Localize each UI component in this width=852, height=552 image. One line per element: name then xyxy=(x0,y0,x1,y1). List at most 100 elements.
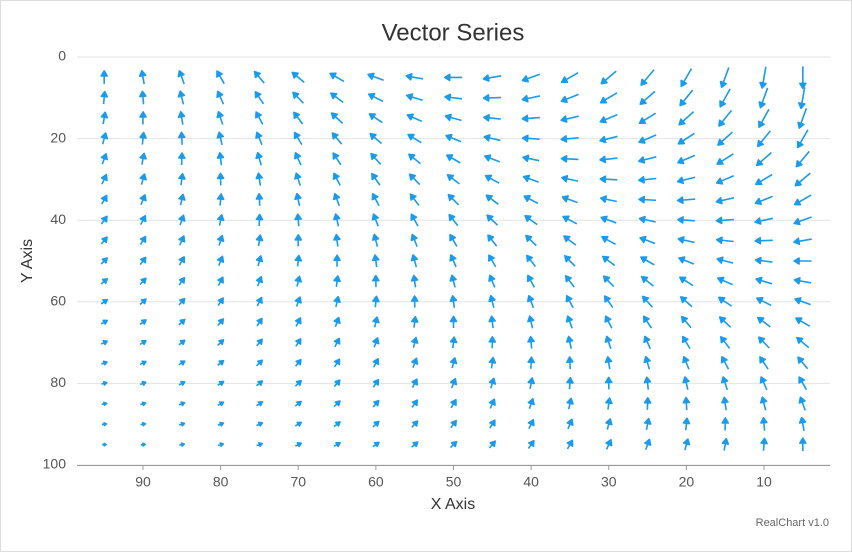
arrow xyxy=(599,175,618,184)
arrow-layer xyxy=(100,66,812,452)
arrow xyxy=(217,234,225,246)
arrow xyxy=(294,421,303,427)
arrow xyxy=(100,236,108,245)
arrow xyxy=(449,295,458,308)
arrow xyxy=(410,254,419,268)
arrow xyxy=(372,420,380,428)
arrow xyxy=(409,193,420,206)
arrow xyxy=(639,90,656,105)
arrow xyxy=(408,153,422,165)
arrow xyxy=(372,441,380,448)
arrow xyxy=(100,298,109,305)
arrow xyxy=(527,398,535,410)
arrow xyxy=(759,376,768,391)
arrow xyxy=(332,152,342,166)
arrow xyxy=(525,234,537,247)
arrow xyxy=(644,438,652,451)
arrow xyxy=(139,256,147,266)
arrow xyxy=(521,114,540,123)
arrow xyxy=(139,131,147,145)
arrow xyxy=(333,316,341,328)
arrow xyxy=(294,358,302,367)
arrow xyxy=(715,175,735,185)
arrow xyxy=(139,235,147,246)
arrow xyxy=(521,73,541,83)
arrow xyxy=(560,135,579,143)
arrow xyxy=(178,235,186,246)
arrow xyxy=(677,154,696,165)
arrow xyxy=(564,255,576,267)
arrow xyxy=(446,174,460,185)
arrow xyxy=(721,437,730,451)
arrow xyxy=(369,132,383,145)
arrow xyxy=(758,87,769,109)
arrow xyxy=(178,318,186,326)
arrow xyxy=(216,214,225,226)
arrow xyxy=(682,438,691,451)
arrow xyxy=(449,336,458,349)
arrow xyxy=(604,315,613,329)
y-tick-label: 60 xyxy=(50,293,66,309)
arrow xyxy=(638,215,656,224)
arrow xyxy=(179,442,186,447)
arrow xyxy=(682,417,691,431)
arrow xyxy=(138,69,147,85)
arrow xyxy=(522,154,540,163)
arrow xyxy=(139,194,147,205)
arrow xyxy=(799,437,807,452)
arrow xyxy=(488,440,497,449)
arrow xyxy=(100,90,109,105)
arrow xyxy=(333,400,341,408)
arrow xyxy=(449,315,458,328)
arrow xyxy=(294,442,302,448)
x-tick-label: 80 xyxy=(213,474,229,490)
arrow xyxy=(488,377,497,389)
arrow xyxy=(566,439,574,450)
y-tick-label: 0 xyxy=(58,48,66,64)
arrow xyxy=(100,194,108,205)
arrow xyxy=(715,216,734,225)
arrow xyxy=(450,398,457,409)
arrow xyxy=(599,155,618,164)
arrow xyxy=(562,215,578,225)
arrow xyxy=(102,442,107,447)
arrow xyxy=(754,236,773,245)
arrow xyxy=(599,113,618,124)
arrow xyxy=(793,277,812,285)
credit: RealChart v1.0 xyxy=(756,517,829,529)
arrow xyxy=(371,213,379,227)
arrow xyxy=(484,154,501,163)
arrow xyxy=(679,276,694,287)
arrow xyxy=(101,360,108,366)
arrow xyxy=(100,257,108,265)
arrow xyxy=(717,276,733,286)
arrow xyxy=(217,359,225,366)
arrow xyxy=(216,151,225,166)
arrow xyxy=(527,418,535,430)
arrow xyxy=(216,70,225,85)
arrow xyxy=(639,235,656,245)
arrow xyxy=(255,151,263,166)
arrow xyxy=(371,233,380,247)
arrow xyxy=(721,396,729,411)
arrow xyxy=(796,336,810,349)
arrow xyxy=(178,276,186,286)
arrow xyxy=(256,296,263,307)
arrow xyxy=(294,317,302,327)
arrow xyxy=(139,152,147,165)
arrow xyxy=(256,442,264,448)
x-tick-label: 70 xyxy=(290,474,306,490)
arrow xyxy=(719,67,730,89)
arrow xyxy=(178,297,186,306)
arrow xyxy=(603,295,614,308)
arrow xyxy=(759,396,768,411)
arrow xyxy=(676,176,696,185)
arrow xyxy=(333,233,341,247)
arrow xyxy=(255,193,264,206)
x-tick-label: 50 xyxy=(446,474,462,490)
arrow xyxy=(294,254,303,267)
arrow xyxy=(527,335,535,349)
arrow xyxy=(680,68,693,88)
arrow xyxy=(177,70,185,85)
